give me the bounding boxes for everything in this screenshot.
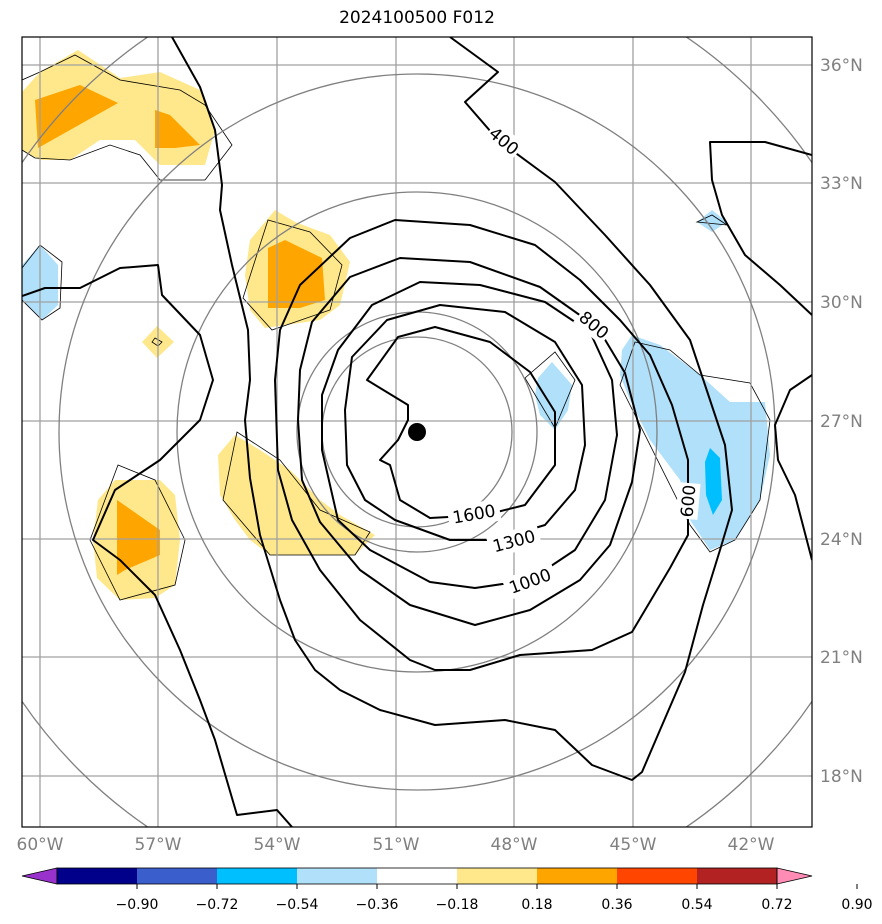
shade-blue-ne [697,210,727,232]
shade-orange-nw-1 [35,85,118,148]
lat-label: 27°N [820,412,863,432]
lon-label: 48°W [491,835,538,855]
shade-cyan-e [705,448,722,515]
shade-orange-c [268,240,325,308]
contour-400 [171,37,733,781]
contour-outer-e [709,141,812,316]
colorbar-cells [57,868,778,884]
lat-label: 18°N [820,767,863,787]
contour-800 [297,257,641,626]
contour-outer-e2 [774,374,812,561]
contour-600 [274,219,689,671]
lon-label: 42°W [728,835,775,855]
lon-label: 54°W [254,835,301,855]
contour-labels: 400 800 600 1600 1300 1000 [446,121,701,601]
map-title: 2024100500 F012 [339,8,495,28]
colorbar-tick-label: 0.54 [681,897,712,913]
colorbar-tick-label: −0.36 [356,897,399,913]
colorbar-tick-label: −0.18 [436,897,479,913]
lat-label: 24°N [820,530,863,550]
lon-label: 51°W [373,835,420,855]
contour-1000 [321,281,618,589]
lat-label: 36°N [820,56,863,76]
latitude-labels: 36°N 33°N 30°N 27°N 24°N 21°N 18°N [820,56,863,787]
colorbar-tick-label: −0.90 [116,897,159,913]
shade-orange-sw [117,500,160,575]
lon-label: 45°W [610,835,657,855]
contour-label-600: 600 [678,484,701,518]
thin-contours [22,54,771,601]
contour-1600 [366,326,556,519]
colorbar: −0.90 −0.72 −0.54 −0.36 −0.18 0.18 0.36 0.54 0.7… [21,867,873,913]
shade-yellow-s [218,435,375,555]
shade-blue-c [535,362,572,430]
lat-label: 30°N [820,293,863,313]
colorbar-cell [137,868,218,884]
colorbar-tick-label: 0.36 [601,897,632,913]
contour-outer-w [22,264,293,827]
contour-1300 [344,304,586,541]
colorbar-tick-label: −0.54 [276,897,319,913]
colorbar-cell [57,868,138,884]
colorbar-cell [457,868,538,884]
longitude-labels: 60°W 57°W 54°W 51°W 48°W 45°W 42°W [17,835,775,855]
colorbar-cell [377,868,458,884]
lon-label: 60°W [17,835,64,855]
colorbar-cell [537,868,618,884]
latlon-grid [22,37,812,827]
colorbar-tick-label: 0.90 [841,897,872,913]
height-contours [22,37,812,827]
lat-label: 33°N [820,174,863,194]
colorbar-tick-label: 0.72 [761,897,792,913]
lat-label: 21°N [820,648,863,668]
contour-label-800: 800 [574,308,612,344]
colorbar-tick-label: 0.18 [521,897,552,913]
lon-label: 57°W [135,835,182,855]
colorbar-extend-high [776,867,813,885]
colorbar-tick-label: −0.72 [196,897,239,913]
colorbar-cell [217,868,298,884]
colorbar-cell [697,868,778,884]
shade-orange-nw-2 [155,110,200,148]
map-frame [21,36,813,828]
shade-blue-e [620,335,770,550]
storm-center-marker [408,423,426,441]
colorbar-cell [617,868,698,884]
colorbar-ticks: −0.90 −0.72 −0.54 −0.36 −0.18 0.18 0.36 0.54 0.7… [116,884,873,913]
colorbar-extend-low [21,867,58,885]
colorbar-cell [297,868,378,884]
contour-label-1600: 1600 [451,501,497,528]
